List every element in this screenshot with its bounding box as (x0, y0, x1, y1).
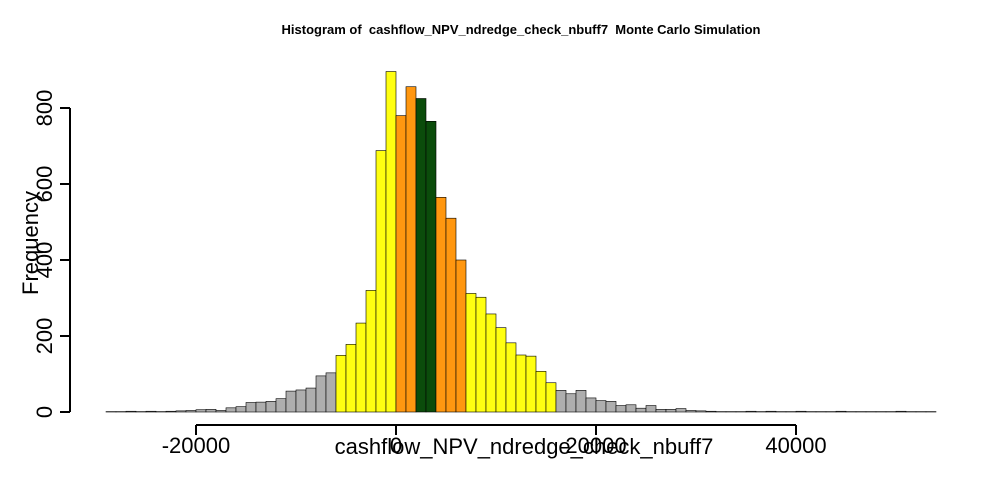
histogram-bar (375, 150, 387, 413)
y-tick-label: 200 (32, 318, 57, 355)
histogram-bar (295, 389, 307, 413)
histogram-bar (525, 355, 537, 413)
histogram-bar (605, 401, 617, 413)
histogram-bar (245, 402, 257, 413)
histogram-bar (535, 371, 547, 413)
histogram-bar (515, 354, 527, 413)
y-axis-title: Frequency (18, 191, 43, 295)
histogram-bar (405, 86, 417, 413)
x-tick-label: -20000 (162, 433, 231, 458)
histogram-bar (655, 409, 667, 413)
y-tick-label: 400 (32, 242, 57, 279)
histogram-bar (745, 410, 757, 413)
histogram-bar (185, 410, 197, 413)
histogram-bar (895, 410, 907, 413)
histogram-bar (285, 390, 297, 413)
histogram-bar (595, 400, 607, 413)
histogram-bar (365, 290, 377, 413)
histogram-bar (215, 410, 227, 413)
histogram-bar (495, 327, 507, 413)
histogram-bar (585, 397, 597, 413)
histogram-bar (265, 401, 277, 413)
histogram-bar (475, 296, 487, 413)
histogram-bar (195, 409, 207, 413)
y-tick-label: 600 (32, 166, 57, 203)
histogram-bar (765, 410, 777, 413)
histogram-bar (345, 344, 357, 413)
chart-title: Histogram of cashflow_NPV_ndredge_check_… (281, 22, 761, 37)
histogram-bar (685, 410, 697, 413)
histogram-bar (505, 342, 517, 413)
histogram-bar (565, 393, 577, 413)
histogram-bar (415, 98, 427, 413)
axes: -20000 0 20000 40000 0 200 400 600 800 (32, 90, 827, 458)
histogram-bar (325, 372, 337, 413)
x-tick-label: 20000 (565, 433, 626, 458)
histogram-bar (225, 407, 237, 413)
histogram-bar (235, 406, 247, 413)
histogram-bar (255, 401, 267, 413)
histogram-bar (175, 410, 187, 413)
histogram-bar (625, 404, 637, 413)
histogram-bar (615, 405, 627, 413)
histogram-bar (315, 375, 327, 413)
histogram-bar (465, 293, 477, 413)
histogram-bar (645, 405, 657, 413)
histogram-bar (705, 410, 717, 413)
histogram-bar (445, 217, 457, 413)
histogram-bar (395, 115, 407, 413)
histogram-bar (355, 322, 367, 413)
x-tick-label: 40000 (765, 433, 826, 458)
histogram-bar (555, 390, 567, 413)
histogram-bar (485, 313, 497, 413)
histogram-bar (385, 71, 397, 413)
histogram-bar (305, 387, 317, 413)
histogram-bar (435, 197, 447, 413)
histogram-bars (105, 71, 937, 413)
histogram-bar (125, 410, 137, 413)
histogram-bar (795, 410, 807, 413)
x-tick-label: 0 (390, 433, 402, 458)
histogram-bar (335, 355, 347, 413)
histogram-bar (145, 410, 157, 413)
histogram-bar (455, 259, 467, 413)
x-axis-title: cashflow_NPV_ndredge_check_nbuff7 (334, 434, 714, 459)
y-tick-label: 800 (32, 90, 57, 127)
histogram-bar (425, 121, 437, 413)
histogram-bar (695, 410, 707, 413)
histogram-bar (275, 398, 287, 413)
histogram-bar (675, 408, 687, 413)
histogram-bar (545, 382, 557, 413)
histogram-bar (165, 410, 177, 413)
histogram-bar (665, 409, 677, 413)
y-tick-label: 0 (32, 406, 57, 418)
histogram-bar (575, 390, 587, 413)
histogram-bar (205, 409, 217, 413)
histogram-bar (635, 407, 647, 413)
histogram-bar (835, 410, 847, 413)
